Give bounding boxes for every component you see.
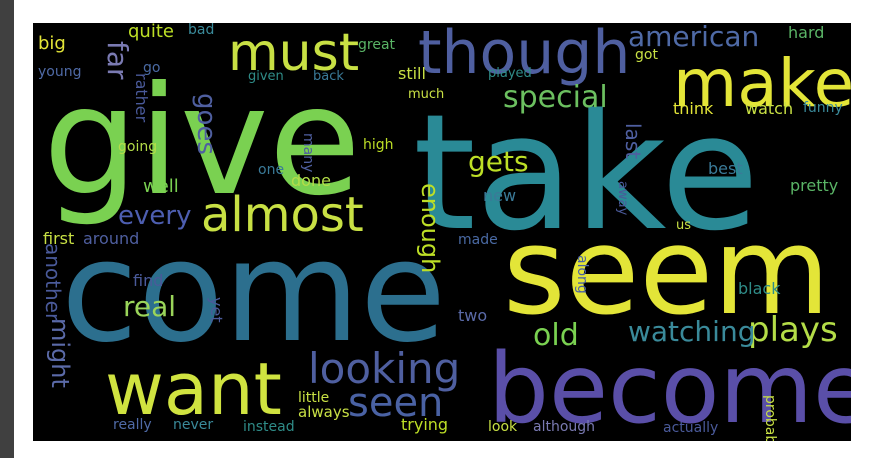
word-real: real (123, 290, 177, 323)
word-quite: quite (128, 23, 174, 42)
word-still: still (398, 64, 426, 83)
word-though: though (418, 23, 631, 88)
word-got: got (635, 47, 658, 63)
word-little: little (298, 390, 330, 406)
word-although: although (533, 419, 596, 435)
word-given: given (248, 69, 284, 84)
word-special: special (503, 80, 608, 115)
word-played: played (488, 66, 532, 81)
word-first: first (43, 229, 75, 248)
word-seem: seem (503, 203, 831, 342)
word-bad: bad (188, 23, 215, 38)
word-always: always (298, 403, 350, 421)
word-might: might (46, 318, 74, 388)
word-instead: instead (243, 419, 295, 435)
word-american: american (628, 23, 760, 53)
word-along: along (574, 255, 590, 294)
word-hard: hard (788, 23, 825, 42)
word-gets: gets (468, 145, 529, 178)
word-around: around (83, 229, 140, 248)
word-enough: enough (416, 183, 444, 274)
word-young: young (38, 64, 82, 80)
word-trying: trying (401, 415, 449, 434)
word-make: make (673, 45, 851, 122)
word-rather: rather (132, 73, 151, 123)
word-take: take (413, 79, 760, 266)
word-become: become (488, 333, 851, 441)
word-going: going (118, 139, 158, 155)
word-come: come (61, 211, 447, 374)
word-find: find (133, 271, 164, 290)
word-pretty: pretty (790, 176, 839, 195)
word-yet: yet (207, 297, 226, 323)
word-funny: funny (803, 100, 843, 116)
word-done: done (291, 171, 331, 190)
word-give: give (43, 55, 361, 229)
word-big: big (38, 33, 66, 54)
word-think: think (673, 99, 714, 118)
word-best: best (708, 159, 743, 178)
word-made: made (458, 232, 498, 248)
word-many: many (300, 133, 316, 173)
word-almost: almost (201, 187, 364, 243)
word-back: back (313, 69, 344, 84)
word-go: go (143, 60, 161, 76)
word-cloud: give take come seem become want make though must… (33, 23, 851, 441)
word-far: far (101, 41, 134, 80)
word-last: last (621, 123, 645, 160)
word-really: really (113, 417, 152, 433)
word-look: look (488, 419, 518, 435)
word-watch: watch (745, 99, 794, 118)
word-new: new (483, 186, 517, 205)
word-want: want (105, 347, 282, 431)
word-never: never (173, 417, 214, 433)
word-old: old (533, 318, 579, 353)
word-one: one (258, 162, 285, 178)
word-great: great (358, 37, 396, 53)
word-plays: plays (748, 310, 838, 350)
word-away: away (615, 181, 630, 216)
word-actually: actually (663, 420, 719, 436)
word-every: every (118, 201, 192, 231)
word-us: us (676, 218, 692, 233)
word-probably: probably (762, 395, 778, 441)
word-much: much (408, 87, 445, 102)
word-seen: seen (348, 380, 444, 426)
word-watching: watching (628, 315, 756, 348)
word-high: high (363, 137, 394, 153)
word-another: another (41, 243, 65, 322)
word-must: must (228, 23, 360, 83)
word-two: two (458, 306, 488, 325)
word-goes: goes (191, 93, 221, 155)
word-black: black (738, 279, 781, 298)
word-looking: looking (308, 344, 461, 393)
word-well: well (143, 176, 179, 197)
